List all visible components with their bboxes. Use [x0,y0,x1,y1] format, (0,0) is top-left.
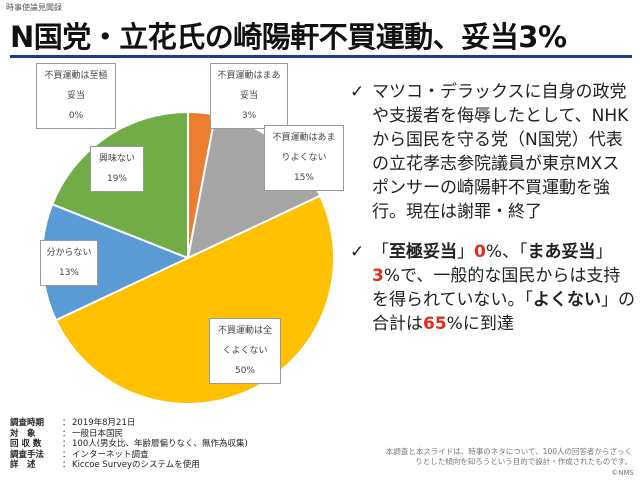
copyright: ©NMS [611,469,634,477]
callout-amari-yokunai: 不買運動はあま りよくない 15% [264,125,344,191]
callout-mattaku-yokunai: 不買運動は全 くよくない 50% [209,318,281,384]
survey-row: 調査手法：インターネット調査 [10,449,149,460]
page-title: N国党・立花氏の崎陽軒不買運動、妥当3% [10,20,567,54]
bullet-2: ✓ 「至極妥当」0%、「まあ妥当」3%で、一般的な国民からは支持を得られていない… [350,242,635,334]
survey-row: 調査時期： 2019年8月21日 [10,418,136,428]
bullet-list: ✓ マツコ・デラックスに自身の政党や支援者を侮辱したとして、NHKから国民を守る… [350,80,635,352]
bullet-1-text: マツコ・デラックスに自身の政党や支援者を侮辱したとして、NHKから国民を守る党（… [372,82,629,222]
survey-row: 対 象：一般日本国民 [10,428,124,439]
check-icon: ✓ [350,242,365,262]
survey-info: 調査時期： 2019年8月21日 対 象：一般日本国民 回 収 数： 100人(男女… [10,418,248,471]
value-0: 0 [474,242,486,262]
check-icon: ✓ [350,82,365,102]
value-65: 65 [423,314,447,334]
callout-wakaranai: 分からない 13% [40,240,98,286]
survey-row: 回 収 数： 100人(男女比、年齢層偏りなく、無作為収集) [10,439,248,449]
title-underline [10,55,632,58]
survey-row: 詳 述： Kiccoe Surveyのシステムを使用 [10,460,200,470]
header-tag: 時事使論見聞録 [6,3,62,12]
callout-maa-datou: 不買運動はまあ 妥当 3% [210,63,288,129]
bullet-1: ✓ マツコ・デラックスに自身の政党や支援者を侮辱したとして、NHKから国民を守る… [350,80,635,224]
keyword-maa-datou: まあ妥当 [527,242,596,262]
value-3: 3 [372,266,384,286]
keyword-shikyoku-datou: 至極妥当 [389,242,457,262]
keyword-yokunai: よくない [533,290,601,310]
callout-shikyoku-datou: 不買運動は至極 妥当 0% [36,63,116,129]
callout-kyoumi-nai: 興味ない 19% [90,146,144,192]
footnote: 本調査と本スライドは、時事のネタについて、100人の回答者からざっくりとした傾向… [385,447,632,466]
